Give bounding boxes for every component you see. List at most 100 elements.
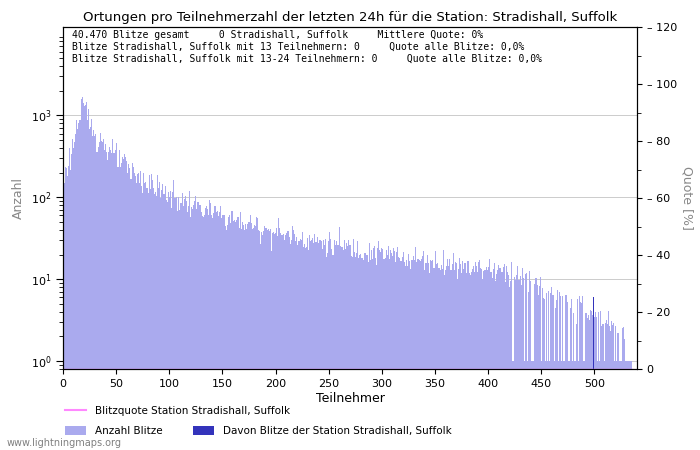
Bar bbox=[170, 191, 171, 450]
Bar bbox=[189, 192, 190, 450]
Bar bbox=[181, 193, 183, 450]
Bar bbox=[176, 197, 177, 450]
Bar bbox=[130, 180, 132, 450]
Bar bbox=[413, 256, 414, 450]
Bar bbox=[82, 97, 83, 450]
Bar bbox=[338, 245, 339, 450]
Bar bbox=[478, 262, 479, 450]
Bar bbox=[136, 183, 137, 450]
Bar bbox=[85, 105, 86, 450]
Bar bbox=[424, 270, 425, 450]
Bar bbox=[507, 272, 508, 450]
Bar bbox=[514, 277, 515, 450]
Bar bbox=[320, 240, 321, 450]
Bar bbox=[417, 260, 419, 450]
Bar bbox=[628, 361, 629, 450]
Bar bbox=[616, 361, 617, 450]
Bar bbox=[393, 248, 394, 450]
Bar bbox=[556, 300, 557, 450]
Bar bbox=[172, 192, 173, 450]
Bar bbox=[435, 264, 437, 450]
Bar bbox=[361, 258, 362, 450]
Bar bbox=[463, 269, 464, 450]
Bar bbox=[127, 173, 128, 450]
Bar bbox=[570, 299, 572, 450]
Bar bbox=[419, 261, 421, 450]
Bar bbox=[223, 215, 224, 450]
Bar bbox=[241, 230, 242, 450]
Bar bbox=[396, 252, 398, 450]
Bar bbox=[441, 265, 442, 450]
Blitzquote Station Stradishall, Suffolk bbox=[194, 366, 202, 372]
Bar bbox=[206, 206, 207, 450]
Bar bbox=[446, 266, 447, 450]
Bar bbox=[99, 133, 101, 450]
Bar bbox=[191, 207, 192, 450]
Bar bbox=[158, 188, 159, 450]
Bar bbox=[615, 326, 616, 450]
Bar bbox=[295, 242, 296, 450]
Bar bbox=[310, 242, 312, 450]
Bar bbox=[577, 299, 578, 450]
Bar bbox=[438, 268, 439, 450]
Bar bbox=[152, 180, 153, 450]
Bar bbox=[255, 226, 256, 450]
Blitzquote Station Stradishall, Suffolk bbox=[627, 366, 636, 372]
Bar bbox=[314, 234, 316, 450]
Bar bbox=[528, 292, 529, 450]
Bar bbox=[207, 209, 208, 450]
Bar bbox=[333, 240, 335, 450]
Bar bbox=[91, 119, 92, 450]
Bar bbox=[321, 241, 322, 450]
Bar bbox=[167, 202, 168, 450]
Bar bbox=[394, 251, 395, 450]
Bar bbox=[599, 361, 601, 450]
Bar bbox=[342, 247, 343, 450]
Bar bbox=[476, 266, 477, 450]
Bar bbox=[545, 361, 546, 450]
Bar bbox=[71, 153, 72, 450]
Bar bbox=[289, 237, 290, 450]
Bar bbox=[539, 286, 540, 450]
Bar bbox=[323, 240, 324, 450]
Bar bbox=[442, 269, 443, 450]
Bar bbox=[454, 270, 455, 450]
Bar bbox=[371, 250, 372, 450]
Bar bbox=[296, 237, 297, 450]
Bar bbox=[154, 194, 155, 450]
Bar bbox=[162, 184, 164, 450]
Bar bbox=[523, 278, 524, 450]
Bar bbox=[513, 361, 514, 450]
Bar bbox=[312, 238, 314, 450]
Bar bbox=[239, 228, 240, 450]
Bar bbox=[562, 296, 563, 450]
Bar bbox=[508, 274, 509, 450]
Bar bbox=[193, 205, 195, 450]
Bar bbox=[230, 223, 232, 450]
Bar bbox=[343, 250, 344, 450]
Bar bbox=[404, 262, 405, 450]
Bar bbox=[482, 279, 484, 450]
Bar bbox=[108, 152, 109, 450]
Bar bbox=[139, 183, 140, 450]
Bar bbox=[552, 295, 554, 450]
Bar bbox=[443, 250, 444, 450]
Bar bbox=[146, 188, 148, 450]
Bar bbox=[335, 245, 336, 450]
Bar bbox=[610, 331, 611, 450]
Bar bbox=[322, 248, 323, 450]
Bar bbox=[258, 230, 259, 450]
Bar bbox=[496, 274, 497, 450]
Bar bbox=[389, 259, 390, 450]
Bar bbox=[272, 233, 273, 450]
Bar bbox=[474, 272, 475, 450]
Bar bbox=[76, 120, 77, 450]
Bar bbox=[153, 188, 154, 450]
Bar bbox=[536, 279, 537, 450]
Bar bbox=[269, 231, 270, 450]
Bar bbox=[242, 222, 243, 450]
Bar bbox=[459, 258, 460, 450]
Bar bbox=[505, 266, 507, 450]
Bar bbox=[188, 206, 189, 450]
Legend: Anzahl Blitze, Davon Blitze der Station Stradishall, Suffolk: Anzahl Blitze, Davon Blitze der Station … bbox=[61, 422, 456, 440]
